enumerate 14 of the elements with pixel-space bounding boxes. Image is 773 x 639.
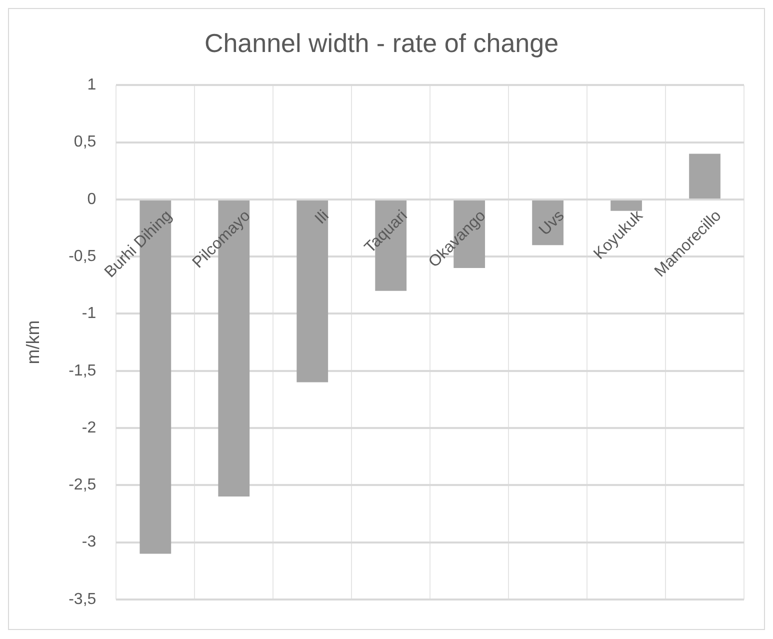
y-tick-label: -1	[82, 305, 96, 322]
y-axis-title: m/km	[22, 320, 43, 364]
y-tick-label: -2,5	[68, 476, 96, 494]
y-tick-label: -2	[82, 419, 96, 436]
y-tick-label: -0,5	[68, 248, 96, 266]
y-tick-label: -1,5	[68, 362, 96, 380]
x-tick-label: Ili	[312, 207, 332, 228]
y-tick-label: 0	[87, 190, 96, 208]
y-tick-label: 1	[87, 76, 96, 94]
y-tick-label: 0,5	[74, 134, 96, 151]
y-tick-label: -3	[82, 534, 96, 551]
y-tick-label: -3,5	[68, 590, 96, 608]
chart-title: Channel width - rate of change	[204, 28, 559, 58]
x-tick-label: Uvs	[536, 207, 568, 239]
